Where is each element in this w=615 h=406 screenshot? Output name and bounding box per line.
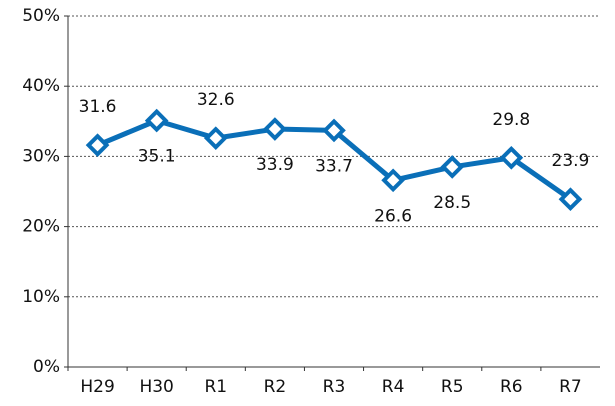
data-label: 31.6 — [79, 97, 117, 117]
x-tick-label: R3 — [323, 377, 346, 397]
data-marker — [499, 145, 524, 170]
x-tick-label: H29 — [80, 377, 114, 397]
x-tick-label: R5 — [441, 377, 464, 397]
data-label: 33.7 — [315, 156, 353, 176]
data-marker — [322, 118, 346, 143]
data-marker — [381, 168, 405, 193]
x-tick-label: R7 — [559, 377, 582, 397]
data-label: 29.8 — [492, 110, 530, 130]
y-tick-label: 0% — [33, 357, 60, 377]
y-tick-label: 30% — [22, 146, 60, 166]
data-marker — [203, 126, 228, 150]
data-label: 23.9 — [552, 151, 590, 171]
data-label: 28.5 — [433, 193, 471, 213]
data-label: 26.6 — [374, 206, 412, 226]
data-label: 32.6 — [197, 90, 235, 110]
data-marker — [85, 133, 110, 157]
x-tick-label: R4 — [382, 377, 405, 397]
x-tick-label: R6 — [500, 377, 523, 397]
data-marker — [440, 155, 465, 179]
x-tick-label: H30 — [139, 377, 173, 397]
data-marker — [558, 187, 583, 212]
y-tick-label: 50% — [22, 6, 60, 26]
data-label: 35.1 — [138, 147, 176, 167]
y-tick-label: 20% — [22, 217, 60, 237]
data-marker — [263, 117, 287, 141]
y-tick-label: 10% — [22, 287, 60, 307]
data-marker — [144, 108, 169, 133]
x-tick-label: R1 — [204, 377, 227, 397]
data-label: 33.9 — [256, 155, 294, 175]
x-tick-label: R2 — [264, 377, 287, 397]
y-tick-label: 40% — [22, 76, 60, 96]
